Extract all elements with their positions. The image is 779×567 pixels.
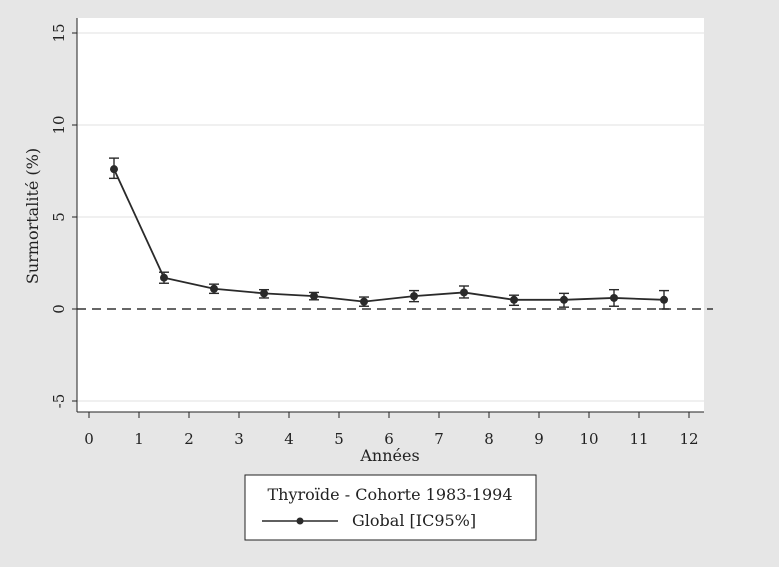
y-tick-label: 5 bbox=[50, 212, 68, 222]
x-tick-label: 0 bbox=[84, 430, 94, 448]
grid bbox=[77, 32, 704, 402]
x-tick-label: 12 bbox=[679, 430, 698, 448]
legend-series-label: Global [IC95%] bbox=[352, 511, 476, 530]
x-axis-title: Années bbox=[359, 446, 419, 465]
x-tick-label: 6 bbox=[384, 430, 394, 448]
data-point bbox=[110, 165, 118, 174]
data-point bbox=[460, 288, 468, 297]
y-tick-label: 10 bbox=[50, 115, 68, 134]
data-point bbox=[310, 292, 318, 301]
legend-title: Thyroïde - Cohorte 1983-1994 bbox=[268, 485, 513, 504]
x-tick-label: 10 bbox=[579, 430, 598, 448]
data-point bbox=[260, 289, 268, 298]
data-point bbox=[560, 295, 568, 304]
x-tick-label: 8 bbox=[484, 430, 494, 448]
x-tick-label: 1 bbox=[134, 430, 144, 448]
series-group bbox=[109, 157, 669, 310]
y-tick-label: -5 bbox=[50, 394, 68, 409]
legend-box bbox=[244, 474, 537, 541]
data-point bbox=[160, 273, 168, 282]
data-point bbox=[610, 293, 618, 302]
x-tick-label: 11 bbox=[629, 430, 648, 448]
x-tick-label: 4 bbox=[284, 430, 294, 448]
axes bbox=[76, 18, 704, 413]
x-tick-label: 7 bbox=[434, 430, 444, 448]
legend: Thyroïde - Cohorte 1983-1994 Global [IC9… bbox=[244, 474, 537, 541]
x-tick-label: 3 bbox=[234, 430, 244, 448]
series-line bbox=[113, 168, 665, 303]
x-ticks: 0 1 2 3 4 5 6 7 8 9 10 11 12 bbox=[84, 412, 699, 448]
data-point bbox=[360, 297, 368, 306]
x-tick-label: 9 bbox=[534, 430, 544, 448]
y-tick-label: 0 bbox=[50, 304, 68, 314]
y-axis-title: Surmortalité (%) bbox=[23, 148, 42, 284]
legend-series-marker bbox=[296, 517, 304, 525]
data-point bbox=[410, 292, 418, 301]
data-point bbox=[660, 295, 668, 304]
data-point bbox=[210, 284, 218, 293]
y-ticks: -5 0 5 10 15 bbox=[50, 23, 77, 408]
y-tick-label: 15 bbox=[50, 23, 68, 42]
x-tick-label: 2 bbox=[184, 430, 194, 448]
data-point bbox=[510, 295, 518, 304]
plot-area bbox=[77, 18, 704, 412]
x-tick-label: 5 bbox=[334, 430, 344, 448]
